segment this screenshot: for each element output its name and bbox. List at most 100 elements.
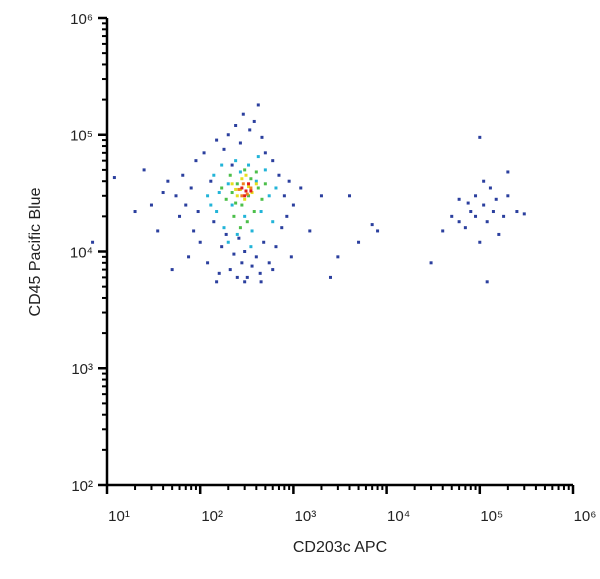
y-tick-label: 10⁴ [70,244,93,261]
point [230,182,234,186]
point [267,194,271,198]
point [478,135,482,139]
point [244,189,248,193]
point [226,133,230,137]
y-tick-label: 10³ [71,361,93,378]
point [235,232,239,236]
x-tick-label: 10⁴ [387,508,410,525]
point [247,185,251,189]
point [240,177,244,181]
point [220,186,224,190]
point [515,210,519,214]
point [243,214,247,218]
point [220,163,224,167]
point [247,163,251,167]
point [259,280,263,284]
point [506,194,510,198]
point [482,179,486,183]
point [241,182,245,186]
point [240,186,244,190]
point [196,210,200,214]
point [450,214,454,218]
point [271,220,275,224]
point [230,191,234,195]
point [224,232,228,236]
point [206,261,210,265]
point [280,226,284,230]
point [238,141,242,145]
point [209,203,213,207]
point [274,245,278,249]
point [263,151,267,155]
point [181,173,185,177]
point [235,194,239,198]
point [222,226,226,230]
x-tick-label: 10¹ [108,508,130,525]
point [282,194,286,198]
point [142,168,146,172]
point [170,268,174,272]
y-tick-label: 10⁵ [70,128,93,145]
point [474,214,478,218]
x-tick-label: 10² [201,508,223,525]
point [267,261,271,265]
point [252,210,256,214]
point [235,275,239,279]
point [189,186,193,190]
point [256,155,260,159]
point [235,182,239,186]
point [232,252,236,256]
point [250,264,254,268]
point [249,245,253,249]
point [217,191,221,195]
point [226,240,230,244]
point [244,173,248,177]
point [441,229,445,233]
point [243,168,247,172]
point [237,187,241,191]
point [249,177,253,181]
point [457,197,461,201]
point [166,179,170,183]
point [271,159,275,163]
point [263,168,267,172]
point [192,229,196,233]
point [249,186,253,190]
point [226,182,230,186]
y-tick-label: 10⁶ [70,11,93,28]
point [209,179,213,183]
point [91,240,95,244]
point [319,194,323,198]
point [348,194,352,198]
point [488,186,492,190]
point [252,119,256,123]
point [376,229,380,233]
point [133,210,137,214]
point [357,240,361,244]
point [215,210,219,214]
point [222,147,226,151]
point [156,229,160,233]
point [254,170,258,174]
point [258,271,262,275]
point [217,271,221,275]
point [328,275,332,279]
point [234,124,238,128]
point [262,240,266,244]
point [250,191,254,195]
point [228,268,232,272]
y-tick-label: 10² [71,478,93,495]
x-tick-label: 10³ [295,508,317,525]
point [291,203,295,207]
point [256,186,260,190]
x-tick-label: 10⁵ [480,508,503,525]
point [245,192,249,196]
point [256,103,260,107]
point [234,159,238,163]
point [243,197,247,201]
point [198,240,202,244]
point [238,226,242,230]
point [230,203,234,207]
point [224,197,228,201]
